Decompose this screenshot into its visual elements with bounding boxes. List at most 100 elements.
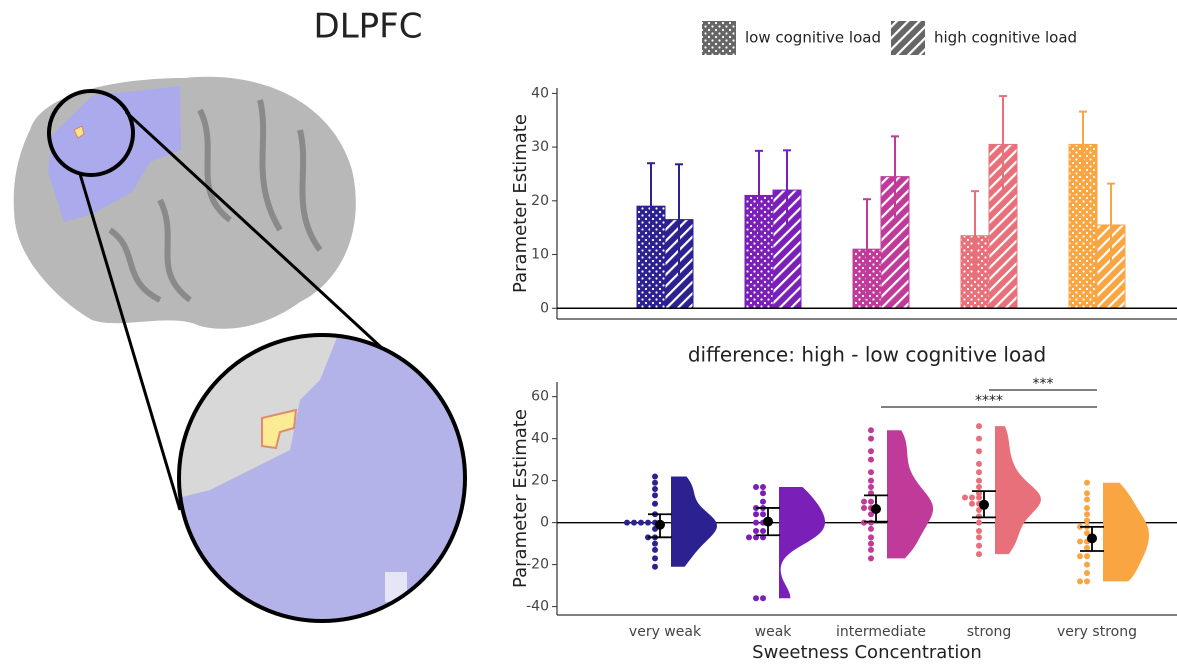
data-point: [760, 511, 766, 517]
data-point: [861, 505, 867, 511]
mean-point: [655, 520, 665, 530]
data-point: [976, 543, 982, 549]
data-point: [1077, 578, 1083, 584]
data-point: [760, 499, 766, 505]
data-point: [1084, 518, 1090, 524]
data-point: [861, 499, 867, 505]
data-point: [868, 499, 874, 505]
y-axis-label: Parameter Estimate: [510, 114, 531, 293]
data-point: [868, 469, 874, 475]
y-tick-label: 30: [531, 139, 549, 155]
y-tick-label: 20: [531, 193, 549, 209]
data-point: [760, 484, 766, 490]
data-point: [1084, 545, 1090, 551]
violin: [1103, 483, 1149, 582]
data-point: [868, 448, 874, 454]
y-tick-label: 10: [531, 247, 549, 263]
data-point: [652, 555, 658, 561]
data-point: [1084, 490, 1090, 496]
data-point: [976, 484, 982, 490]
data-point: [1084, 553, 1090, 559]
violin: [671, 476, 717, 566]
data-point: [746, 534, 752, 540]
data-point: [976, 448, 982, 454]
y-tick-label: 0: [540, 300, 549, 316]
legend-label: high cognitive load: [934, 29, 1077, 47]
mean-point: [1087, 533, 1097, 543]
y-tick-label: 40: [531, 85, 549, 101]
violin: [887, 430, 933, 558]
y-tick-label: 60: [531, 389, 549, 405]
legend-swatch: [702, 21, 736, 55]
data-point: [1077, 539, 1083, 545]
data-point: [1084, 578, 1090, 584]
data-point: [868, 436, 874, 442]
data-point: [753, 511, 759, 517]
data-point: [976, 513, 982, 519]
data-point: [652, 501, 658, 507]
y-tick-label: 20: [531, 473, 549, 489]
data-point: [652, 547, 658, 553]
data-point: [753, 484, 759, 490]
significance-label: ***: [1033, 376, 1054, 392]
data-point: [962, 494, 968, 500]
x-tick-label: intermediate: [836, 624, 926, 640]
data-point: [753, 595, 759, 601]
data-point: [969, 501, 975, 507]
significance-label: ****: [975, 393, 1003, 409]
mean-point: [871, 504, 881, 514]
y-tick-label: 40: [531, 431, 549, 447]
data-point: [976, 528, 982, 534]
data-point: [976, 478, 982, 484]
x-tick-label: very strong: [1057, 624, 1137, 640]
data-point: [652, 473, 658, 479]
y-axis-label: Parameter Estimate: [510, 409, 531, 588]
data-point: [976, 461, 982, 467]
legend-swatch: [891, 21, 925, 55]
chart-title: difference: high - low cognitive load: [688, 343, 1046, 367]
data-point: [868, 457, 874, 463]
y-tick-label: 0: [540, 515, 549, 531]
data-point: [760, 595, 766, 601]
data-point: [624, 520, 630, 526]
y-tick-label: -40: [526, 599, 549, 615]
mean-point: [979, 500, 989, 510]
mean-point: [763, 517, 773, 527]
data-point: [868, 484, 874, 490]
data-point: [753, 520, 759, 526]
data-point: [868, 520, 874, 526]
data-point: [868, 478, 874, 484]
data-point: [1084, 511, 1090, 517]
x-tick-label: weak: [755, 624, 793, 640]
data-point: [976, 520, 982, 526]
data-point: [976, 494, 982, 500]
data-point: [969, 494, 975, 500]
data-point: [976, 534, 982, 540]
data-point: [976, 551, 982, 557]
data-point: [753, 528, 759, 534]
data-point: [1084, 497, 1090, 503]
x-tick-label: strong: [967, 624, 1012, 640]
data-point: [868, 534, 874, 540]
data-point: [1084, 505, 1090, 511]
violin: [995, 426, 1041, 554]
violin: [779, 487, 825, 598]
x-axis-label: Sweetness Concentration: [752, 642, 982, 663]
data-point: [976, 436, 982, 442]
data-point: [861, 520, 867, 526]
data-point: [868, 547, 874, 553]
data-point: [638, 520, 644, 526]
data-point: [976, 423, 982, 429]
data-point: [652, 492, 658, 498]
data-point: [652, 486, 658, 492]
legend-label: low cognitive load: [745, 29, 881, 47]
brain-illustration: [14, 77, 480, 630]
data-point: [976, 469, 982, 475]
data-point: [868, 427, 874, 433]
data-point: [631, 520, 637, 526]
figure: DLPFC 010203040Parameter Estimatelow cog…: [0, 0, 1177, 666]
data-point: [868, 526, 874, 532]
data-point: [1084, 570, 1090, 576]
data-point: [1084, 562, 1090, 568]
data-point: [1077, 553, 1083, 559]
